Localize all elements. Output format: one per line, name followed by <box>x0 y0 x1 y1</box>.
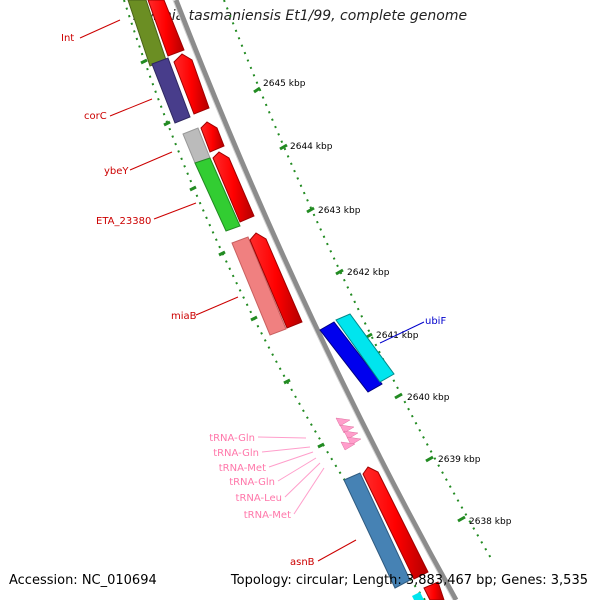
callout-line <box>109 98 153 117</box>
gene-asnb[interactable] <box>343 472 411 589</box>
cds-arrow[interactable] <box>147 0 185 57</box>
gene-label-ybey: ybeY <box>104 166 129 177</box>
trna-label: tRNA-Met <box>244 510 291 521</box>
accession-text: Accession: NC_010694 <box>9 573 157 588</box>
callout-line <box>379 321 425 344</box>
gene-label-eta: ETA_23380 <box>96 216 151 227</box>
gene-label-ubif: ubiF <box>425 316 446 327</box>
trna-arrow[interactable] <box>340 441 356 451</box>
callout-line <box>268 451 314 468</box>
cds-arrow[interactable] <box>200 121 225 153</box>
gene-label-asnb: asnB <box>290 557 315 568</box>
trna-arrow[interactable] <box>339 424 355 434</box>
trna-label: tRNA-Gln <box>213 448 259 459</box>
inner-tick-marks <box>140 58 325 449</box>
cds-arrow[interactable] <box>423 581 445 600</box>
tick-label: 2638 kbp <box>469 517 512 527</box>
gene-cyan[interactable] <box>335 313 395 383</box>
tick-label: 2639 kbp <box>438 455 481 465</box>
gene-cyan-tail[interactable] <box>412 592 424 600</box>
cds-arrow[interactable] <box>212 151 255 223</box>
tick-label: 2643 kbp <box>318 206 361 216</box>
callout-line <box>293 467 325 515</box>
cds-arrow[interactable] <box>362 466 429 580</box>
gene-corc[interactable] <box>151 57 191 124</box>
gene-label-corc: corC <box>84 111 107 122</box>
callout-line <box>284 462 321 498</box>
trna-cluster <box>335 417 362 451</box>
map-title: Erwinia tasmaniensis Et1/99, complete ge… <box>132 8 468 24</box>
tick-marks <box>253 86 466 523</box>
callout-line <box>195 296 239 316</box>
tick-label: 2645 kbp <box>263 79 306 89</box>
callout-line <box>317 539 357 562</box>
trna-arrow[interactable] <box>346 436 362 446</box>
inner-strand-genes <box>127 0 411 589</box>
tick-label: 2641 kbp <box>376 331 419 341</box>
cds-arrow[interactable] <box>173 53 210 115</box>
topology-text: Topology: circular; Length: 3,883,467 bp… <box>230 573 588 588</box>
callout-line <box>277 457 317 482</box>
inner-scale-arc <box>123 0 426 600</box>
gene-label-int: Int <box>61 33 74 44</box>
backbone-line <box>173 0 459 600</box>
trna-label: tRNA-Gln <box>209 433 255 444</box>
tick-label: 2642 kbp <box>347 268 390 278</box>
callout-line <box>257 436 307 439</box>
trna-label: tRNA-Gln <box>229 477 275 488</box>
callout-line <box>79 19 121 39</box>
callout-line <box>261 446 311 453</box>
gene-miab[interactable] <box>231 236 287 336</box>
tick-label: 2644 kbp <box>290 142 333 152</box>
trna-label: tRNA-Met <box>219 463 266 474</box>
callout-line <box>153 202 197 220</box>
gene-eta-23380[interactable] <box>194 157 241 232</box>
callout-line <box>129 151 173 171</box>
cds-arrow[interactable] <box>249 232 303 329</box>
trna-arrow[interactable] <box>335 417 351 427</box>
gene-label-miab: miaB <box>171 311 197 322</box>
trna-label: tRNA-Leu <box>236 493 282 504</box>
gene-ubif[interactable] <box>319 321 383 393</box>
tick-label: 2640 kbp <box>407 393 450 403</box>
outer-strand-cds <box>147 0 445 600</box>
outer-scale-arc <box>223 0 493 561</box>
